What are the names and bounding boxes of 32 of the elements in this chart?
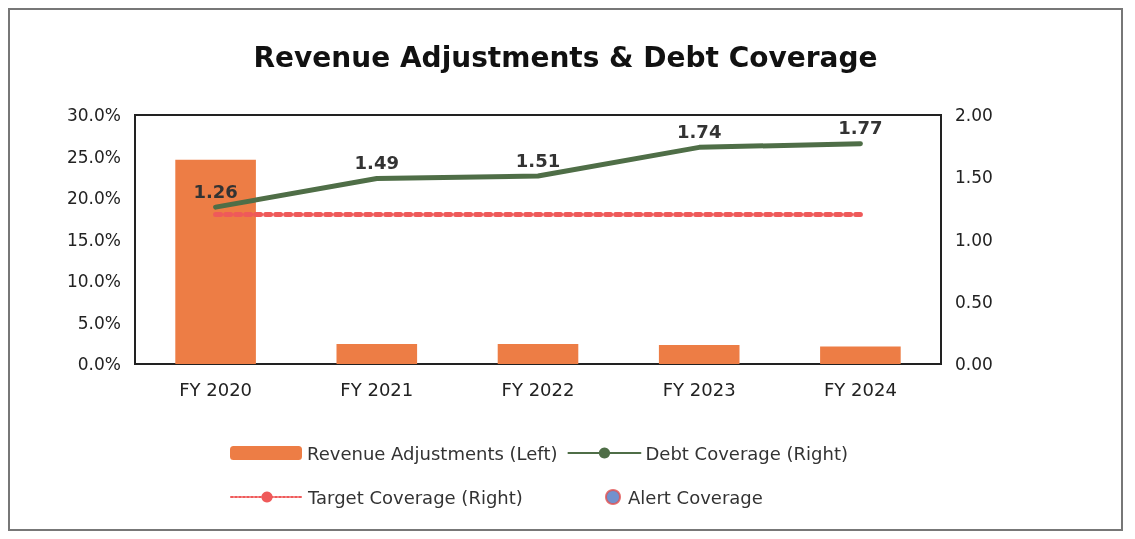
y2-tick-label: 1.00 bbox=[955, 229, 993, 250]
chart-title: Revenue Adjustments & Debt Coverage bbox=[253, 40, 878, 74]
data-label: 1.77 bbox=[838, 117, 883, 139]
legend-label: Target Coverage (Right) bbox=[307, 486, 523, 508]
x-tick-label: FY 2020 bbox=[179, 378, 253, 400]
x-tick-label: FY 2024 bbox=[823, 378, 897, 400]
bar bbox=[336, 344, 418, 364]
y2-tick-label: 2.00 bbox=[955, 105, 993, 125]
y-tick-label: 0.0% bbox=[77, 354, 121, 374]
y-tick-label: 15.0% bbox=[66, 229, 121, 250]
y2-tick-label: 1.50 bbox=[955, 167, 993, 188]
x-tick-label: FY 2023 bbox=[662, 378, 736, 400]
bar bbox=[497, 344, 579, 364]
y2-tick-label: 0.00 bbox=[955, 354, 993, 374]
y-tick-label: 10.0% bbox=[66, 271, 121, 291]
y-tick-label: 5.0% bbox=[77, 312, 121, 333]
bar bbox=[658, 344, 740, 364]
x-tick-label: FY 2021 bbox=[340, 378, 414, 400]
legend-label: Alert Coverage bbox=[628, 486, 763, 508]
y-tick-label: 20.0% bbox=[66, 188, 121, 208]
data-label: 1.74 bbox=[676, 120, 722, 142]
legend-label: Revenue Adjustments (Left) bbox=[307, 442, 558, 464]
x-tick-label: FY 2022 bbox=[501, 378, 575, 400]
y2-tick-label: 0.50 bbox=[955, 291, 993, 312]
data-label: 1.49 bbox=[354, 151, 400, 173]
y-tick-label: 25.0% bbox=[66, 146, 121, 167]
y-tick-label: 30.0% bbox=[66, 105, 121, 125]
data-label: 1.26 bbox=[193, 180, 238, 202]
bar bbox=[175, 159, 256, 364]
bar bbox=[820, 346, 901, 364]
data-label: 1.51 bbox=[515, 149, 561, 171]
legend-label: Debt Coverage (Right) bbox=[645, 442, 849, 464]
